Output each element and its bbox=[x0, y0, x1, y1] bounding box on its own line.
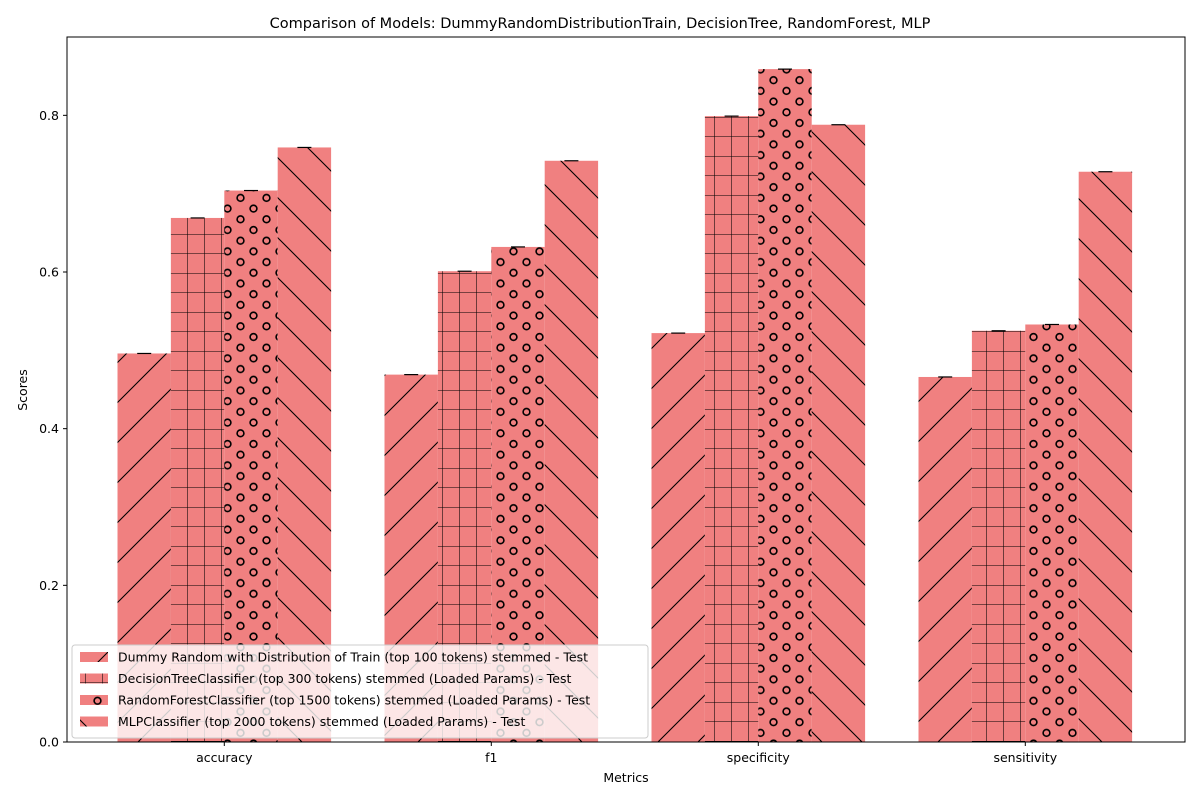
y-axis-label: Scores bbox=[15, 369, 30, 411]
legend-entry-3: RandomForestClassifier (top 1500 tokens)… bbox=[80, 693, 590, 708]
x-tick-label: f1 bbox=[485, 750, 497, 765]
legend: Dummy Random with Distribution of Train … bbox=[71, 644, 649, 739]
chart-title: Comparison of Models: DummyRandomDistrib… bbox=[270, 16, 931, 32]
legend-label: DecisionTreeClassifier (top 300 tokens) … bbox=[118, 671, 571, 686]
bar-specificity-series-1 bbox=[651, 333, 705, 742]
legend-entry-4: MLPClassifier (top 2000 tokens) stemmed … bbox=[80, 714, 525, 729]
bar-sensitivity-series-3 bbox=[1025, 324, 1079, 742]
bar-hatch bbox=[1025, 324, 1079, 742]
bar-hatch bbox=[918, 376, 972, 742]
bars-layer bbox=[117, 68, 1133, 743]
bar-accuracy-series-4 bbox=[277, 147, 332, 742]
plot-frame bbox=[66, 36, 1186, 743]
legend-swatch-hatch bbox=[80, 652, 108, 662]
bar-specificity-series-3 bbox=[758, 69, 812, 742]
y-tick-label: 0.6 bbox=[39, 265, 59, 280]
bar-hatch bbox=[651, 333, 705, 742]
legend-items: Dummy Random with Distribution of Train … bbox=[80, 650, 590, 729]
x-axis: accuracy f1 specificity sensitivity bbox=[196, 742, 1058, 765]
legend-label: Dummy Random with Distribution of Train … bbox=[118, 650, 588, 665]
x-tick-label: sensitivity bbox=[993, 750, 1057, 765]
bar-hatch bbox=[704, 116, 759, 742]
y-tick-label: 0.2 bbox=[39, 578, 59, 593]
legend-swatch-hatch bbox=[80, 695, 108, 705]
legend-label: MLPClassifier (top 2000 tokens) stemmed … bbox=[118, 714, 525, 729]
bar-hatch bbox=[1078, 171, 1133, 742]
legend-frame bbox=[71, 644, 649, 739]
bar-specificity-series-2 bbox=[704, 116, 759, 742]
x-axis-label: Metrics bbox=[603, 770, 648, 785]
y-tick-label: 0.4 bbox=[39, 421, 59, 436]
bar-sensitivity-series-1 bbox=[918, 376, 972, 742]
x-tick-label: accuracy bbox=[196, 750, 253, 765]
legend-entry-1: Dummy Random with Distribution of Train … bbox=[80, 650, 588, 665]
x-tick-label: specificity bbox=[727, 750, 791, 765]
legend-swatch-hatch bbox=[80, 716, 108, 727]
bar-hatch bbox=[758, 69, 812, 742]
y-axis: 0.0 0.2 0.4 0.6 0.8 bbox=[39, 108, 67, 750]
bar-hatch bbox=[811, 124, 866, 742]
bar-hatch bbox=[277, 147, 332, 742]
bar-hatch bbox=[971, 330, 1026, 742]
y-tick-label: 0.0 bbox=[39, 735, 59, 750]
y-tick-label: 0.8 bbox=[39, 108, 59, 123]
bar-specificity-series-4 bbox=[811, 124, 866, 742]
bar-sensitivity-series-2 bbox=[971, 330, 1026, 742]
legend-entry-2: DecisionTreeClassifier (top 300 tokens) … bbox=[80, 671, 571, 686]
legend-swatch-hatch bbox=[80, 673, 108, 684]
bar-sensitivity-series-4 bbox=[1078, 171, 1133, 742]
legend-label: RandomForestClassifier (top 1500 tokens)… bbox=[118, 693, 590, 708]
